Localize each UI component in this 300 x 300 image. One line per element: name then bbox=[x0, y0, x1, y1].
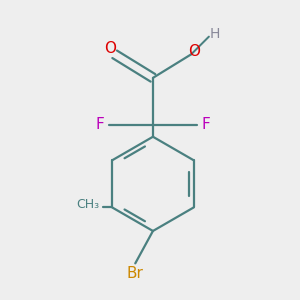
Text: H: H bbox=[210, 27, 220, 41]
Text: O: O bbox=[188, 44, 200, 59]
Text: F: F bbox=[202, 118, 210, 133]
Text: Br: Br bbox=[127, 266, 144, 281]
Text: CH₃: CH₃ bbox=[76, 198, 100, 211]
Text: O: O bbox=[104, 41, 116, 56]
Text: F: F bbox=[96, 118, 104, 133]
